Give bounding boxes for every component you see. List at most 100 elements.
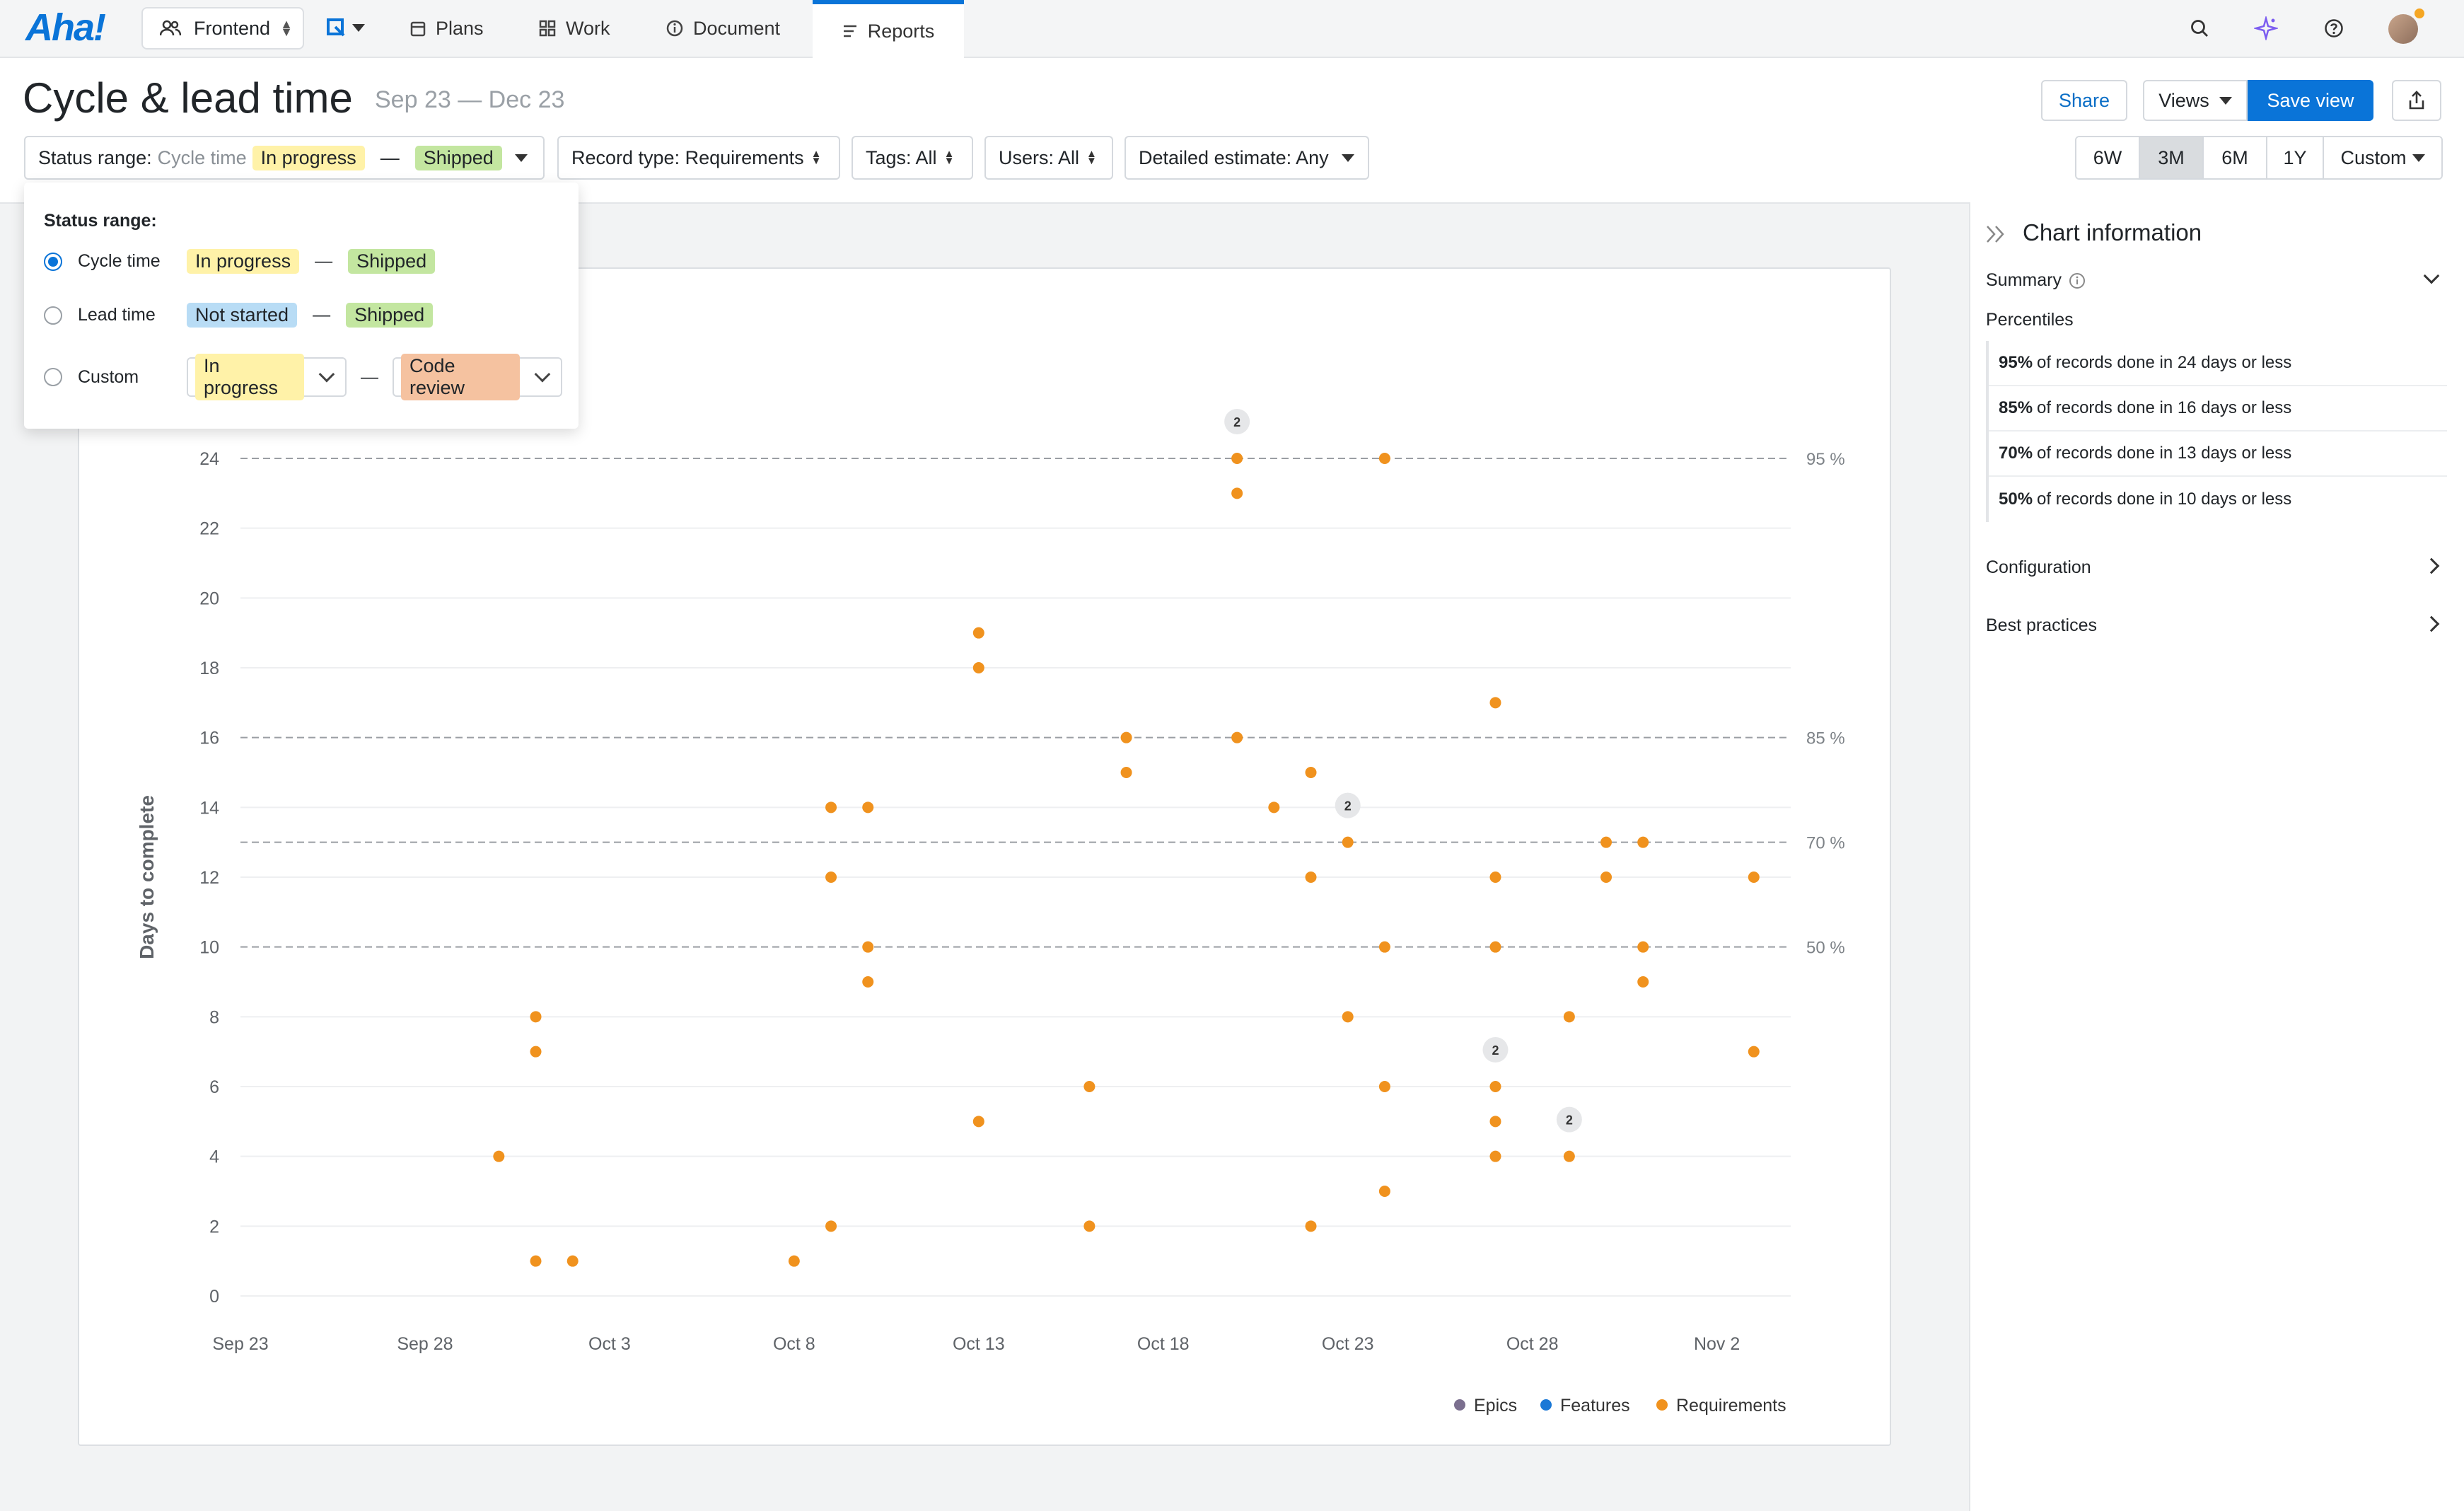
tab-work[interactable]: Work [539,0,610,57]
data-point [862,976,874,988]
workspace-name: Frontend [194,17,271,39]
option-lead-time-label: Lead time [78,305,156,325]
x-tick-label: Oct 3 [588,1334,631,1354]
radio-lead-time[interactable] [44,306,62,325]
export-button[interactable] [2392,80,2441,121]
data-point [1231,731,1243,743]
data-point [1342,836,1354,848]
y-tick-label: 14 [199,798,219,818]
cluster-count: 2 [1492,1043,1499,1058]
data-point [1268,801,1280,814]
custom-from-pill: In progress [195,354,305,400]
data-point [530,1046,542,1058]
users-filter[interactable]: Users: All ▲ ▼ [984,136,1113,180]
data-point [1378,1081,1390,1092]
record-type-filter[interactable]: Record type: Requirements ▲ ▼ [557,136,840,180]
data-point [1083,1220,1096,1232]
status-from-pill: In progress [252,145,365,170]
workspace-selector[interactable]: Frontend ▲ ▼ [141,7,304,50]
y-tick-label: 12 [199,868,219,888]
workspace-type-menu[interactable] [327,18,365,37]
data-point [566,1255,579,1267]
percentile-value: 95% [1999,353,2033,372]
sparkle-ai-icon[interactable] [2252,14,2280,42]
panel-title: Chart information [2023,219,2202,245]
updown-icon: ▲ ▼ [810,147,822,167]
aha-logo[interactable]: Aha! [25,6,106,49]
data-point [530,1255,542,1267]
cluster-count: 2 [1566,1113,1573,1128]
percentile-row: 85% of records done in 16 days or less [1989,386,2447,432]
legend-marker [1540,1399,1552,1411]
views-button[interactable]: Views [2143,80,2248,121]
search-icon[interactable] [2185,14,2214,42]
avatar[interactable] [2388,14,2418,44]
data-point [825,801,837,814]
board-icon [327,18,345,37]
option-lead-time[interactable]: Lead time Not started — Shipped [44,303,434,328]
tab-reports[interactable]: Reports [813,0,964,58]
percentile-row: 70% of records done in 13 days or less [1989,432,2447,477]
timeframe-6w[interactable]: 6W [2076,137,2140,178]
configuration-section-header[interactable]: Configuration [1986,557,2091,577]
x-tick-label: Oct 28 [1506,1334,1559,1354]
timeframe-custom[interactable]: Custom [2324,137,2441,178]
cycle-from-pill: In progress [187,249,300,274]
data-point [825,1220,837,1232]
tab-plans[interactable]: Plans [410,0,484,57]
data-point [1305,872,1317,883]
date-range: Sep 23 — Dec 23 [375,86,565,113]
data-point [493,1150,505,1162]
data-point [1305,767,1317,778]
legend-label: Features [1560,1396,1630,1416]
cluster-count: 2 [1344,799,1352,814]
option-cycle-time[interactable]: Cycle time In progress — Shipped [44,249,436,274]
legend-label: Epics [1474,1396,1517,1416]
help-icon[interactable] [2320,14,2348,42]
y-tick-label: 18 [199,659,219,678]
updown-icon: ▲ ▼ [280,17,293,39]
timeframe-6m[interactable]: 6M [2204,137,2267,178]
y-tick-label: 0 [209,1287,219,1307]
y-axis-label: Days to complete [136,795,158,959]
data-point [1378,1186,1390,1197]
data-point [862,801,874,814]
radio-cycle-time[interactable] [44,252,62,271]
custom-to-pill: Code review [401,354,521,400]
data-point [1489,1116,1501,1128]
legend-marker [1454,1399,1465,1411]
percentile-list: 95% of records done in 24 days or less 85… [1986,341,2447,522]
data-point [972,662,984,673]
tags-filter[interactable]: Tags: All ▲ ▼ [852,136,973,180]
x-tick-label: Oct 18 [1137,1334,1190,1354]
tab-document[interactable]: Document [666,0,780,57]
dropdown-title: Status range: [44,211,157,231]
data-point [1083,1081,1096,1092]
lead-from-pill: Not started [187,303,298,328]
data-point [1600,836,1612,848]
percentile-text: of records done in 10 days or less [2037,490,2292,509]
x-tick-label: Sep 23 [212,1334,268,1354]
custom-from-select[interactable]: In progress [187,354,347,400]
save-view-button[interactable]: Save view [2248,80,2373,121]
data-point [1489,697,1501,709]
x-tick-label: Nov 2 [1694,1334,1740,1354]
data-point [1342,1011,1354,1023]
top-nav: Aha! Frontend ▲ ▼ Plans Work Document Rep… [0,0,2464,58]
data-point [1600,872,1612,883]
option-custom[interactable]: Custom In progress — Code review [44,354,562,400]
timeframe-1y[interactable]: 1Y [2267,137,2324,178]
detailed-estimate-filter[interactable]: Detailed estimate: Any [1125,136,1369,180]
timeframe-3m[interactable]: 3M [2140,137,2204,178]
status-to-pill: Shipped [414,145,502,170]
radio-custom[interactable] [44,368,62,386]
summary-label: Summary [1986,270,2062,290]
data-point [1489,1081,1501,1092]
collapse-panel-icon[interactable] [1984,224,2007,248]
custom-to-select[interactable]: Code review [393,354,562,400]
best-practices-section-header[interactable]: Best practices [1986,615,2098,635]
y-tick-label: 16 [199,729,219,748]
share-button[interactable]: Share [2041,80,2127,121]
status-range-filter[interactable]: Status range: Cycle time In progress — S… [24,136,545,180]
summary-section-header[interactable]: Summary [1986,270,2086,291]
